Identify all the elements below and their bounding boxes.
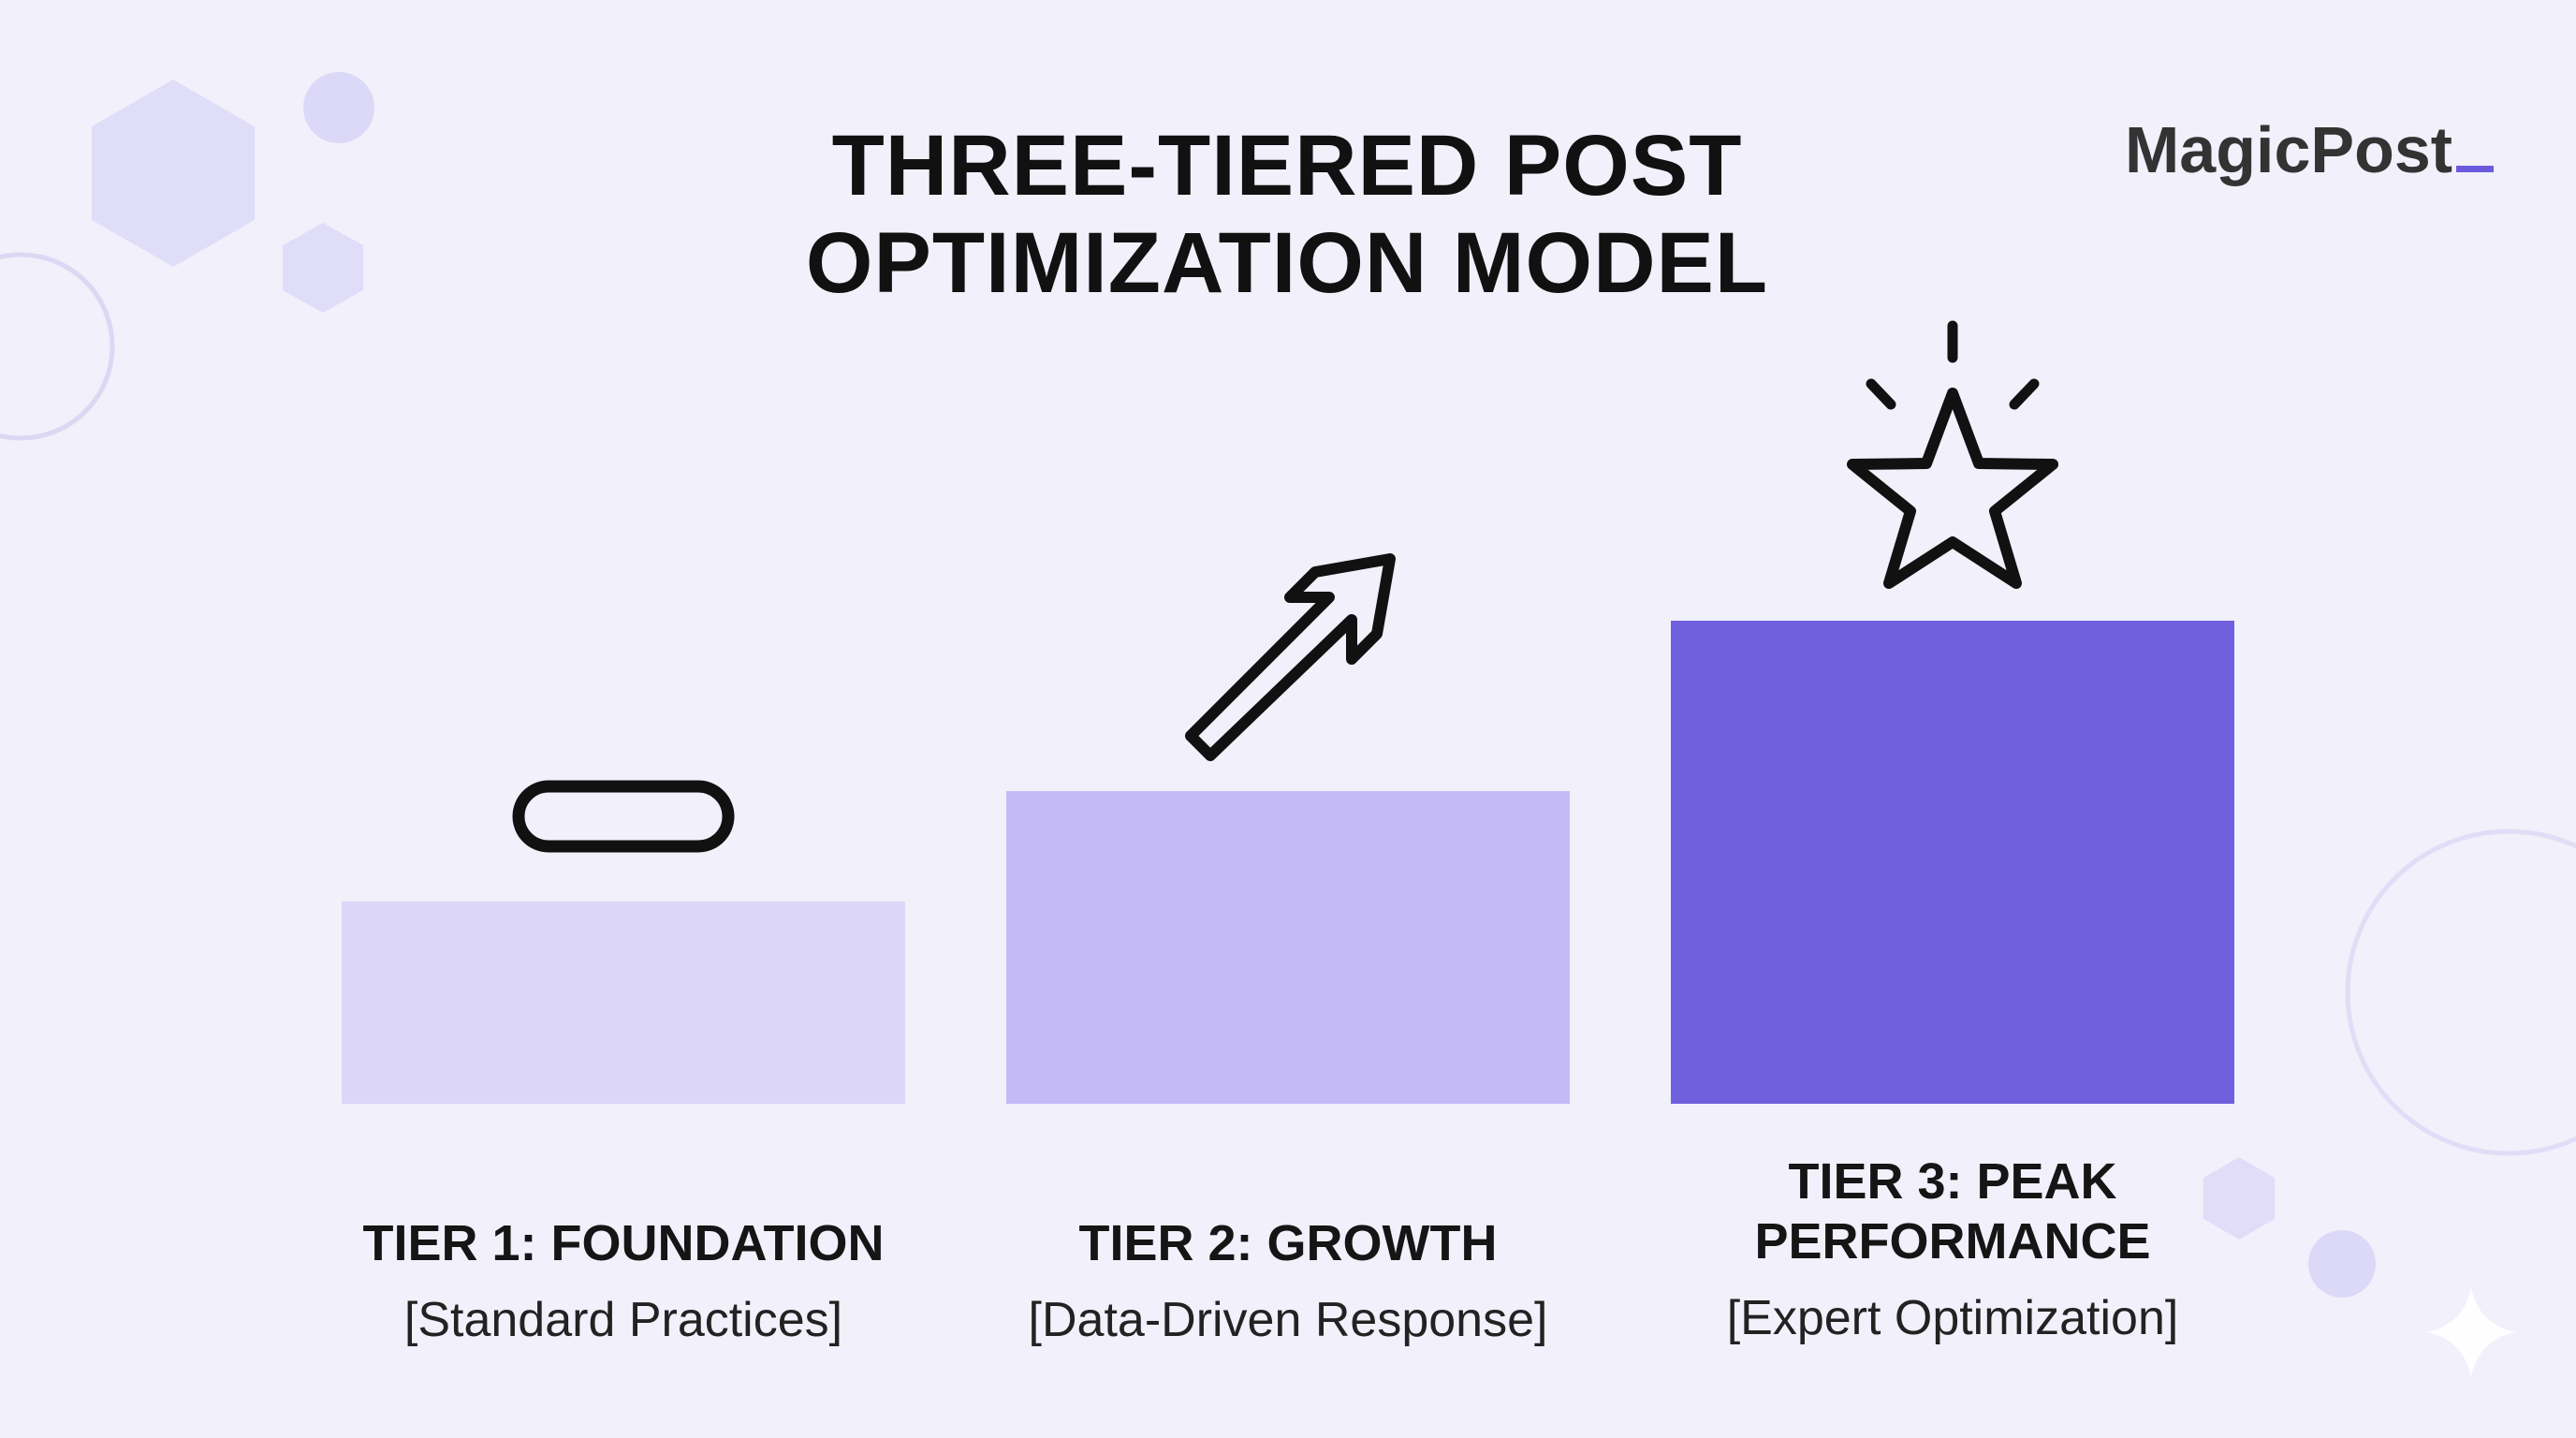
tier-2-subtitle: [Data-Driven Response] <box>1028 1293 1548 1347</box>
brand-cursor-mark <box>2456 166 2495 172</box>
tier-3-label: TIER 3: PEAK PERFORMANCE [Expert Optimiz… <box>1625 1152 2280 1348</box>
tier-3-name-line-1: TIER 3: PEAK <box>1788 1153 2117 1210</box>
tier-1-label: TIER 1: FOUNDATION [Standard Practices] <box>296 1213 951 1350</box>
ring-decoration-right <box>2345 829 2576 1156</box>
tier-1-name: TIER 1: FOUNDATION <box>362 1215 885 1271</box>
tier-3-block <box>1671 621 2234 1104</box>
arrow-up-right-icon <box>1185 553 1396 761</box>
tier-3-name-line-2: PERFORMANCE <box>1754 1213 2151 1269</box>
title-line-1: THREE-TIERED POST <box>831 118 1743 213</box>
hexagon-decoration-large <box>92 80 255 267</box>
tier-2-name: TIER 2: GROWTH <box>1078 1215 1498 1271</box>
page-title: THREE-TIERED POST OPTIMIZATION MODEL <box>655 117 1919 312</box>
hexagon-decoration-small <box>283 223 363 313</box>
star-ray-right <box>2009 378 2040 410</box>
star-ray-left <box>1866 378 1896 410</box>
pill-icon <box>512 780 735 853</box>
tier-2-block <box>1006 791 1570 1104</box>
tier-3-subtitle: [Expert Optimization] <box>1726 1291 2179 1345</box>
title-line-2: OPTIMIZATION MODEL <box>805 215 1769 311</box>
tier-2-label: TIER 2: GROWTH [Data-Driven Response] <box>960 1213 1616 1350</box>
brand-logo: MagicPost <box>2125 112 2495 187</box>
circle-decoration-small <box>303 72 374 143</box>
star-icon <box>1847 320 2058 589</box>
ring-decoration-left <box>0 252 115 441</box>
tier-1-block <box>342 902 905 1104</box>
tier-1-subtitle: [Standard Practices] <box>403 1293 843 1347</box>
sparkle-decoration <box>2426 1287 2516 1377</box>
hexagon-decoration-right <box>2203 1157 2275 1240</box>
brand-name: MagicPost <box>2125 113 2453 186</box>
circle-decoration-right <box>2308 1230 2376 1298</box>
